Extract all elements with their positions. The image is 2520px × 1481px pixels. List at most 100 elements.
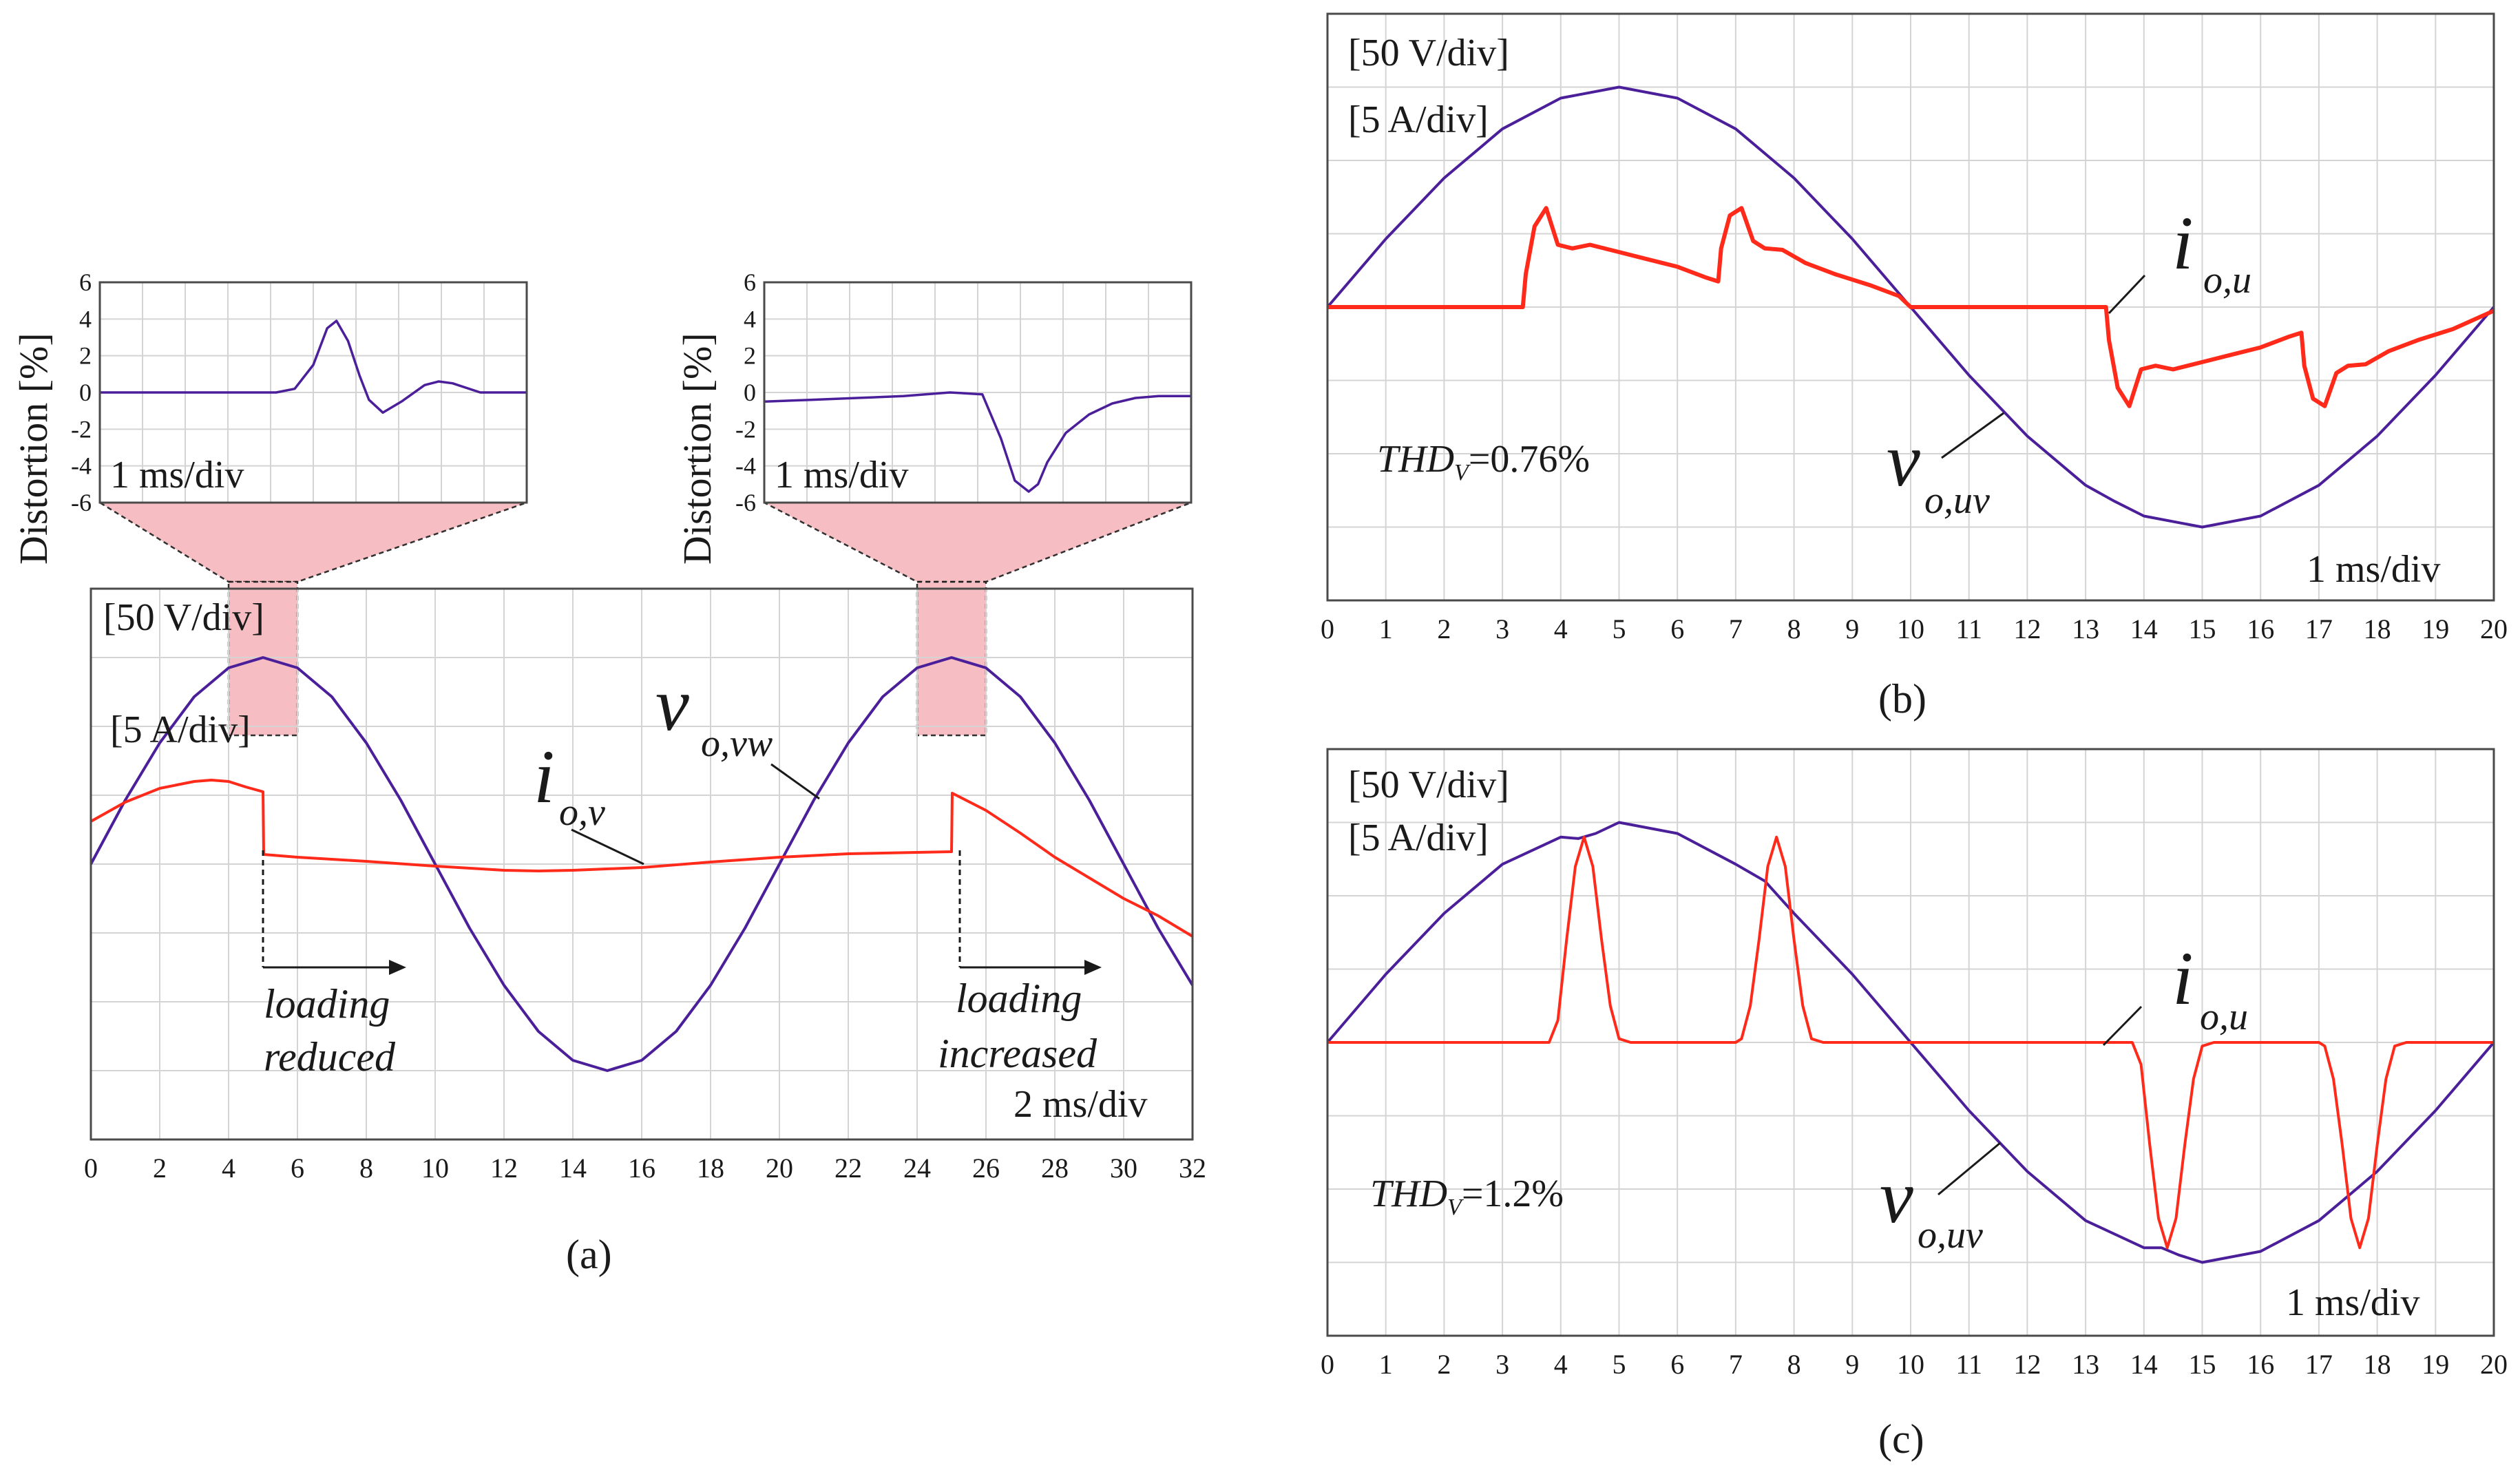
c-xtick-4: 4 (1554, 1349, 1568, 1380)
c-xtick-10: 10 (1897, 1349, 1924, 1380)
label-v-sub: o,vw (701, 722, 773, 765)
inset-2-y-ticks: 6 4 2 0 -2 -4 -6 (735, 269, 756, 516)
leader-v-ovw (770, 763, 820, 800)
inset-1-ytick-2: 2 (79, 342, 92, 370)
inset-2-grid (764, 282, 1191, 503)
b-xtick-9: 9 (1845, 613, 1859, 644)
arrowhead-1 (389, 960, 406, 975)
inset-1-ytick--2: -2 (71, 415, 92, 443)
a-xtick-14: 14 (559, 1153, 587, 1184)
c-xtick-12: 12 (2013, 1349, 2041, 1380)
a-xtick-22: 22 (834, 1153, 862, 1184)
b-xtick-14: 14 (2130, 613, 2158, 644)
label-v-ouv-c: v o,uv (1880, 1142, 2001, 1257)
scale-amps-a: [5 A/div] (110, 708, 251, 751)
series-b (1326, 85, 2495, 529)
thd-b: THDV=0.76% (1377, 438, 1590, 485)
series-i-ov (90, 779, 1194, 938)
annotation-1-line1: loading (264, 981, 390, 1027)
a-xtick-4: 4 (222, 1153, 235, 1184)
c-xtick-6: 6 (1670, 1349, 1684, 1380)
label-i-ou-b: i o,u (2108, 201, 2251, 315)
inset-2-ytick--6: -6 (735, 489, 756, 516)
label-v-ouv-b: v o,uv (1887, 412, 2004, 522)
inset-1-ytick-4: 4 (79, 305, 92, 333)
a-xtick-10: 10 (421, 1153, 449, 1184)
inset-1-ytick--4: -4 (71, 452, 92, 480)
label-i-sub-b: o,u (2203, 259, 2251, 302)
c-xtick-11: 11 (1955, 1349, 1982, 1380)
panel-b: 0 1 2 3 4 5 6 7 8 9 10 11 12 13 14 15 16 17 18 19 20 [50 V/d… (1321, 12, 2508, 722)
c-xtick-17: 17 (2305, 1349, 2333, 1380)
b-xtick-5: 5 (1613, 613, 1626, 644)
c-xtick-18: 18 (2364, 1349, 2391, 1380)
b-xtick-0: 0 (1321, 613, 1334, 644)
inset-1: 6 4 2 0 -2 -4 -6 Distortion [%] 1 ms/div (11, 269, 528, 565)
c-xtick-13: 13 (2072, 1349, 2099, 1380)
a-xtick-28: 28 (1041, 1153, 1069, 1184)
label-v-ovw: v o,vw (655, 662, 820, 800)
label-v-main: v (655, 662, 689, 746)
panel-label-c: (c) (1878, 1416, 1924, 1462)
inset-2-ytick-6: 6 (744, 269, 756, 296)
c-xtick-3: 3 (1495, 1349, 1509, 1380)
label-v-sub-b: o,uv (1924, 479, 1990, 522)
inset-1-frame (98, 281, 528, 504)
inset-2-distortion-line (764, 391, 1191, 493)
inset-2-ytick-0: 0 (744, 379, 756, 406)
b-xtick-4: 4 (1554, 613, 1568, 644)
b-xtick-6: 6 (1670, 613, 1684, 644)
timebase-b: 1 ms/div (2307, 548, 2440, 591)
label-i-main-c: i (2172, 936, 2194, 1020)
a-xtick-30: 30 (1110, 1153, 1137, 1184)
inset-1-ylabel: Distortion [%] (11, 333, 56, 565)
a-xtick-12: 12 (490, 1153, 518, 1184)
c-xtick-15: 15 (2189, 1349, 2216, 1380)
inset-2: 6 4 2 0 -2 -4 -6 Distortion [%] 1 ms/div (675, 269, 1193, 565)
x-ticks-b: 0 1 2 3 4 5 6 7 8 9 10 11 12 13 14 15 16 17 18 19 20 (1321, 613, 2508, 644)
b-xtick-3: 3 (1495, 613, 1509, 644)
scale-volts-c: [50 V/div] (1348, 764, 1509, 806)
series-i-ou-b (1327, 206, 2495, 408)
series-i-ou-c (1327, 835, 2494, 1250)
plot-frame-a (90, 587, 1194, 1141)
a-xtick-16: 16 (628, 1153, 655, 1184)
thd-c-value: =1.2% (1462, 1173, 1564, 1215)
c-xtick-16: 16 (2247, 1349, 2274, 1380)
inset-2-ylabel: Distortion [%] (675, 333, 720, 565)
leader-i-ou-c (2102, 1005, 2143, 1047)
b-xtick-7: 7 (1729, 613, 1743, 644)
c-xtick-8: 8 (1787, 1349, 1801, 1380)
grid-a (91, 589, 1193, 1139)
a-xtick-20: 20 (766, 1153, 793, 1184)
loading-annotations: loading reduced loading increased (262, 850, 1102, 1080)
c-xtick-14: 14 (2130, 1349, 2158, 1380)
x-ticks-a: 0 2 4 6 8 10 12 14 16 18 20 22 24 26 28 30 32 (84, 1153, 1206, 1184)
a-xtick-6: 6 (291, 1153, 304, 1184)
label-i-sub: o,v (559, 791, 605, 834)
label-i-sub-c: o,u (2200, 996, 2248, 1038)
b-xtick-19: 19 (2422, 613, 2449, 644)
c-xtick-20: 20 (2480, 1349, 2508, 1380)
inset-2-ytick--2: -2 (735, 415, 756, 443)
inset-1-timebase: 1 ms/div (110, 454, 244, 496)
b-xtick-20: 20 (2480, 613, 2508, 644)
c-xtick-7: 7 (1729, 1349, 1743, 1380)
a-xtick-32: 32 (1179, 1153, 1206, 1184)
plot-frame-c (1326, 748, 2495, 1337)
thd-c: THDV=1.2% (1370, 1173, 1564, 1220)
label-v-sub-c: o,uv (1918, 1214, 1983, 1257)
annotation-1-line2: reduced (264, 1034, 396, 1080)
panel-c: 0 1 2 3 4 5 6 7 8 9 10 11 12 13 14 15 16 17 18 19 20 [50 V/d… (1321, 748, 2508, 1462)
zoom-highlights (96, 501, 1192, 737)
label-i-ov: i o,v (534, 735, 644, 865)
inset-1-grid (100, 282, 527, 503)
b-xtick-13: 13 (2072, 613, 2099, 644)
annotation-2-line1: loading (956, 976, 1082, 1021)
scale-amps-b: [5 A/div] (1348, 98, 1489, 141)
scale-volts-b: [50 V/div] (1348, 32, 1509, 74)
b-xtick-18: 18 (2364, 613, 2391, 644)
plot-frame-b (1326, 12, 2495, 602)
timebase-c: 1 ms/div (2286, 1281, 2419, 1324)
